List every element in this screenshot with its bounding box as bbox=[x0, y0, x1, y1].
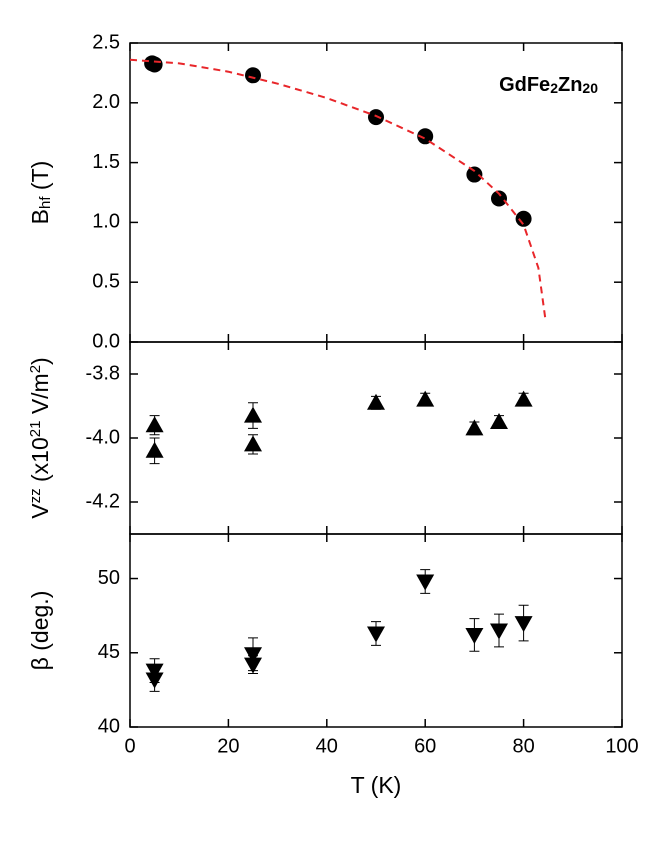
data-point bbox=[367, 626, 385, 643]
plot-frame bbox=[129, 341, 623, 535]
annotation-part: GdFe bbox=[499, 74, 550, 96]
y-tick-label: 2.0 bbox=[92, 91, 120, 113]
label-part: ) bbox=[27, 357, 53, 365]
fit-line bbox=[129, 58, 547, 322]
label-part: V/m bbox=[27, 373, 53, 420]
data-point bbox=[465, 627, 484, 644]
label-part: (T) bbox=[27, 161, 53, 197]
data-point bbox=[146, 56, 163, 73]
y-axis-label: β (deg.) bbox=[27, 591, 53, 671]
data-point bbox=[244, 406, 262, 423]
data-point bbox=[417, 128, 434, 145]
superscript: 2 bbox=[27, 365, 44, 373]
y-tick-label: 0.0 bbox=[92, 330, 120, 352]
data-point bbox=[145, 416, 164, 433]
y-tick-label: -4.0 bbox=[86, 426, 120, 448]
superscript: zz bbox=[27, 488, 44, 503]
data-point bbox=[490, 413, 508, 429]
data-point bbox=[368, 109, 384, 126]
x-tick-label: 20 bbox=[217, 735, 239, 757]
data-point bbox=[514, 616, 533, 633]
annotation: GdFe2Zn20 bbox=[499, 74, 598, 96]
data-point bbox=[515, 210, 532, 227]
data-point bbox=[244, 657, 262, 674]
y-tick-label: 1.0 bbox=[92, 211, 120, 233]
subscript: 20 bbox=[582, 80, 598, 96]
subscript: hf bbox=[37, 196, 54, 209]
data-point bbox=[416, 390, 435, 407]
y-tick-label: -3.8 bbox=[86, 362, 120, 384]
x-tick-label: 40 bbox=[316, 735, 338, 757]
x-tick-label: 80 bbox=[512, 735, 534, 757]
subscript: 2 bbox=[550, 80, 558, 96]
data-point bbox=[145, 441, 164, 458]
plot-frame bbox=[129, 533, 623, 728]
data-point bbox=[145, 672, 164, 689]
data-point bbox=[244, 435, 262, 452]
y-tick-label: 1.5 bbox=[92, 151, 120, 173]
y-tick-label: -4.2 bbox=[86, 490, 120, 512]
label-part: V bbox=[27, 503, 53, 519]
data-point bbox=[491, 190, 507, 207]
y-tick-label: 0.5 bbox=[92, 270, 120, 292]
label-part: B bbox=[27, 209, 53, 224]
x-tick-label: 0 bbox=[124, 735, 135, 757]
data-point bbox=[466, 166, 483, 183]
data-point bbox=[490, 623, 508, 640]
data-point bbox=[245, 67, 261, 84]
x-axis-label: T (K) bbox=[351, 772, 402, 798]
superscript: 21 bbox=[27, 421, 44, 438]
annotation-part: Zn bbox=[558, 74, 582, 96]
y-tick-label: 45 bbox=[98, 641, 120, 663]
y-axis-label: Bhf (T) bbox=[27, 161, 54, 225]
data-point bbox=[367, 393, 385, 410]
y-tick-label: 2.5 bbox=[92, 31, 120, 53]
label-part: (x10 bbox=[27, 437, 53, 488]
data-point bbox=[465, 419, 484, 436]
y-axis-label: Vzz (x1021 V/m2) bbox=[27, 357, 53, 518]
x-tick-label: 60 bbox=[414, 735, 436, 757]
x-tick-label: 100 bbox=[605, 735, 638, 757]
y-tick-label: 40 bbox=[98, 715, 120, 737]
data-point bbox=[416, 574, 435, 591]
data-point bbox=[514, 390, 533, 407]
y-tick-label: 50 bbox=[98, 567, 120, 589]
